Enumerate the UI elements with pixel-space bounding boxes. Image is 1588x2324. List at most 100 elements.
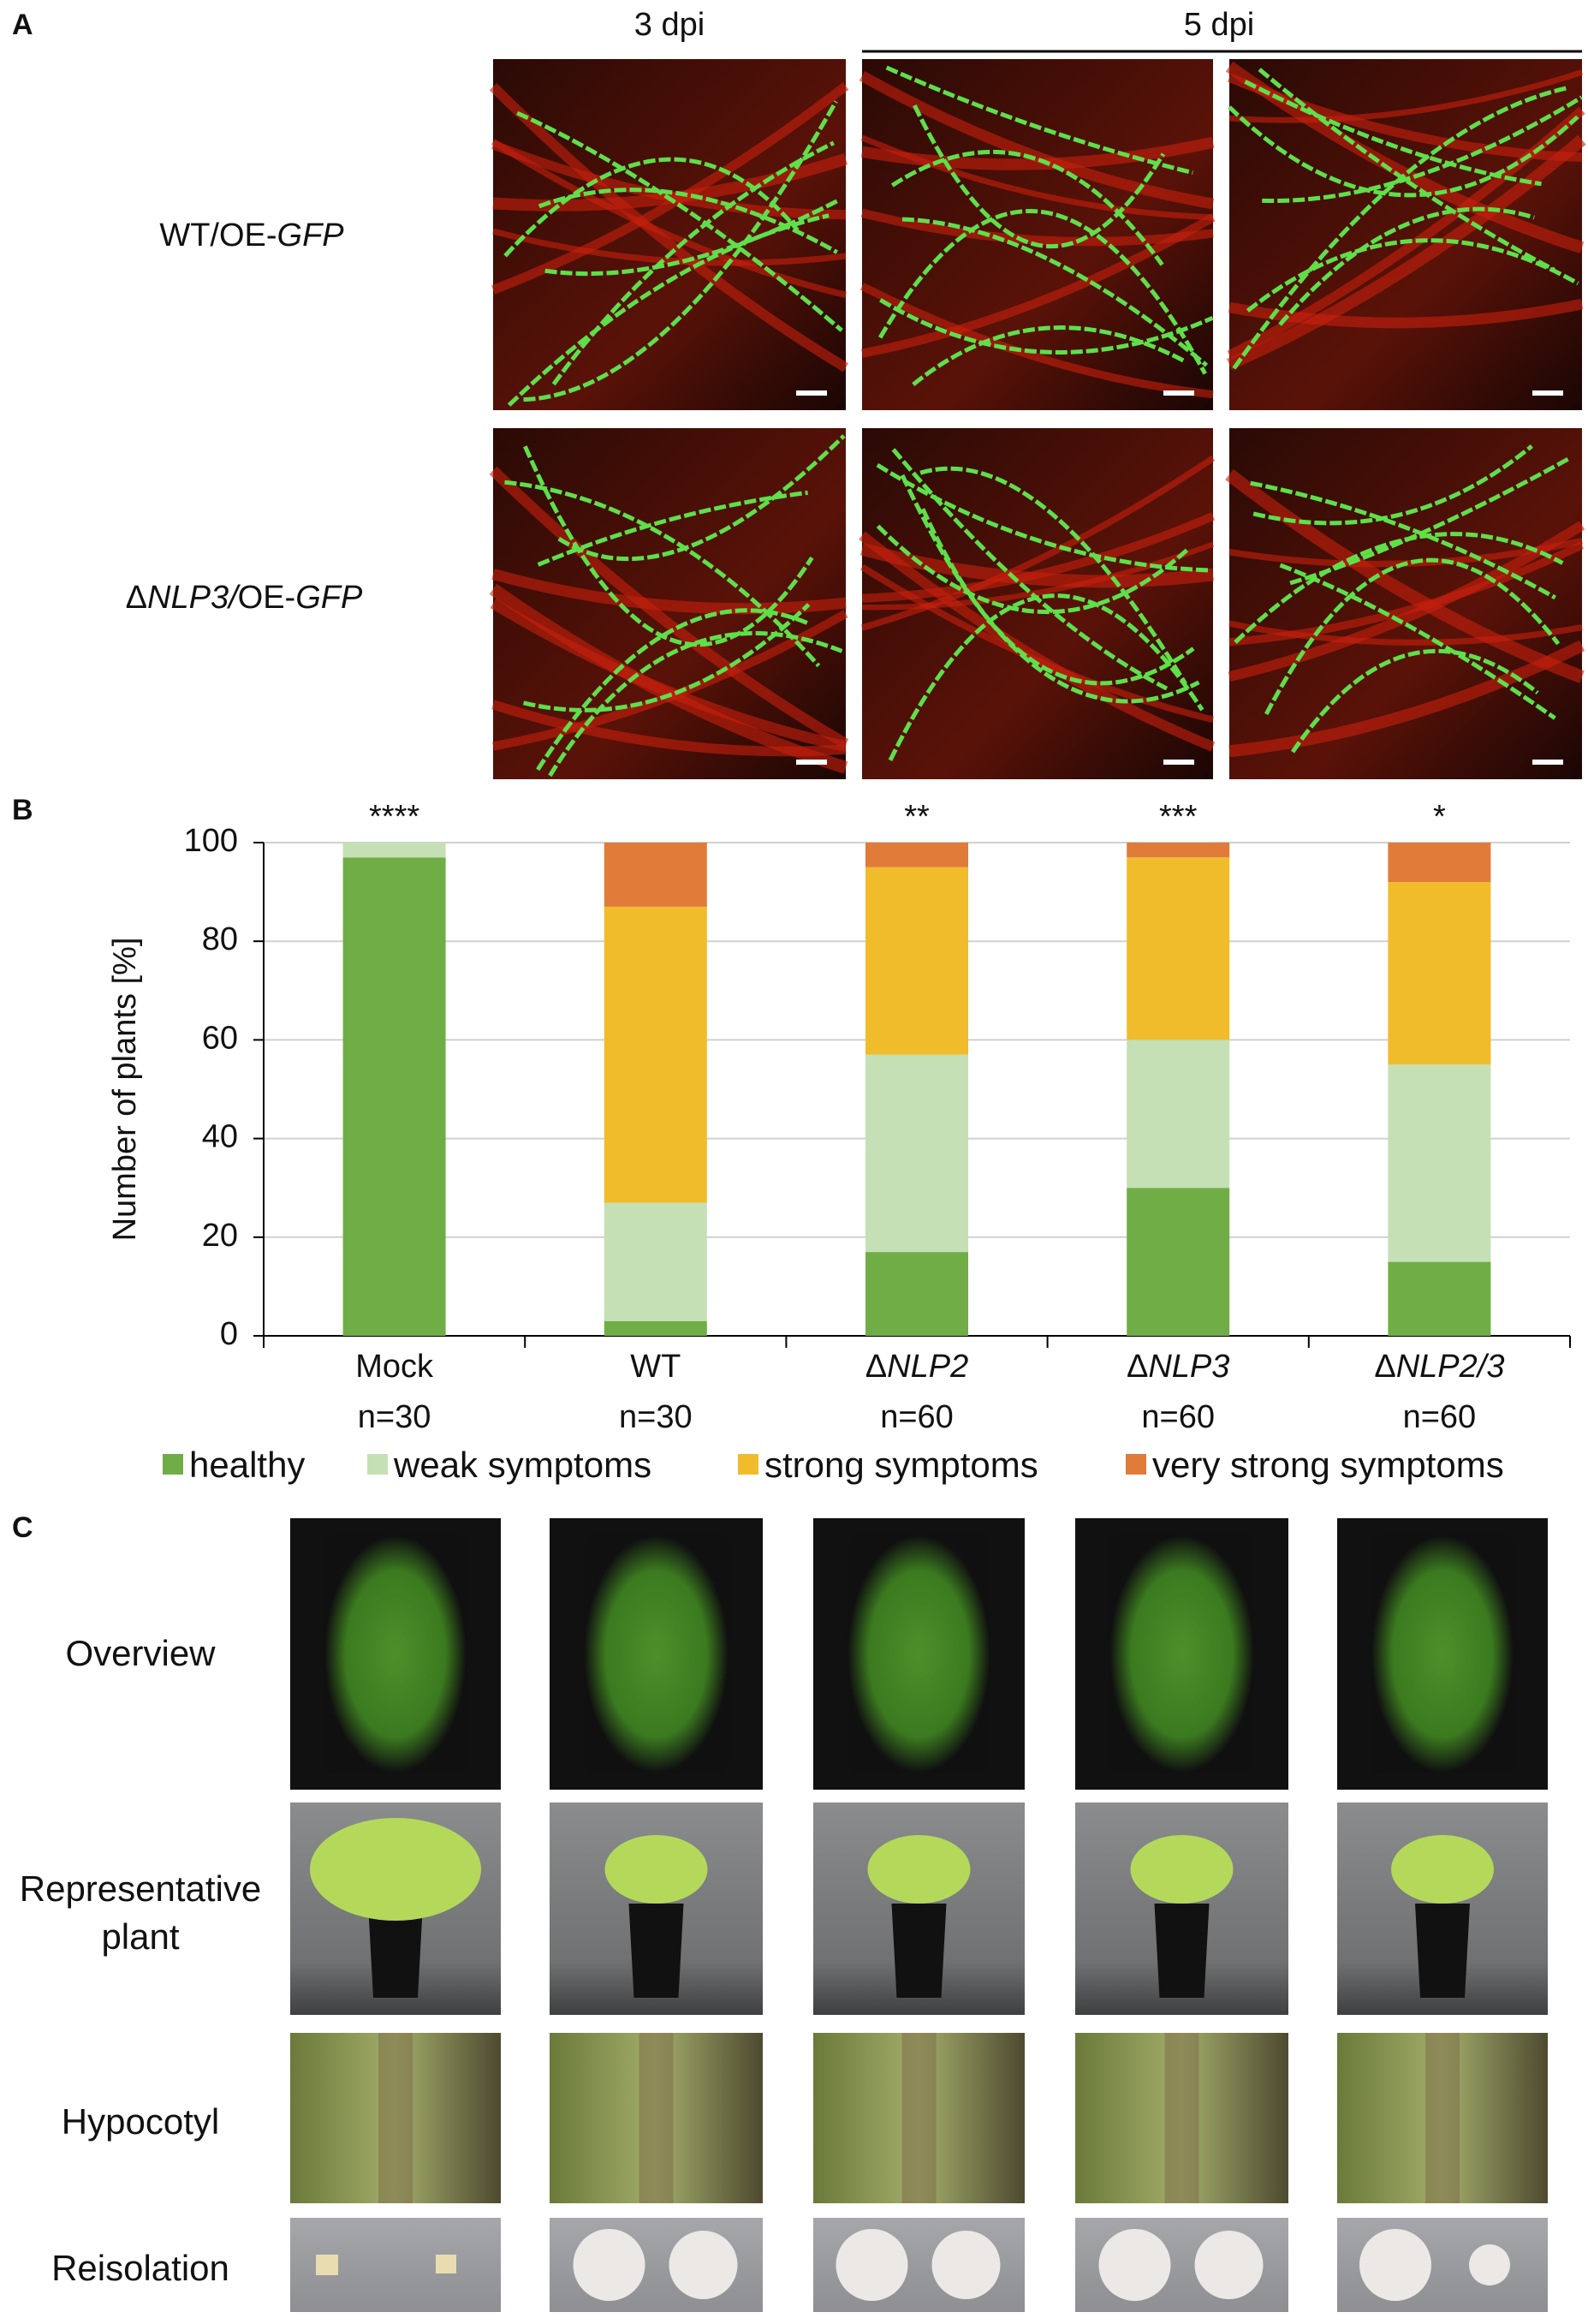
legend-swatch	[367, 1454, 388, 1475]
vascular-strip	[378, 2033, 413, 2203]
photo	[550, 2033, 763, 2203]
cell-wall	[860, 455, 1216, 631]
photo	[813, 2033, 1025, 2203]
hypha	[1290, 648, 1539, 754]
bar-segment	[604, 1320, 707, 1336]
plant-tray	[324, 1535, 467, 1773]
row-label: WT/OE-GFP	[159, 218, 344, 253]
y-tick-label: 0	[220, 1316, 238, 1352]
hypha	[557, 434, 846, 562]
hypha	[537, 490, 808, 567]
colony	[573, 2229, 645, 2301]
photo	[550, 2218, 763, 2312]
cell-wall	[861, 213, 1216, 358]
hypha	[1262, 95, 1583, 204]
hypha	[876, 524, 1190, 615]
legend-label: weak symptoms	[393, 1445, 651, 1485]
x-tick-label: Mock	[355, 1349, 434, 1385]
hypha	[544, 198, 840, 277]
hypha	[522, 603, 811, 712]
colony	[1098, 2229, 1171, 2301]
column-header: 3 dpi	[634, 7, 705, 43]
significance: ***	[1159, 799, 1198, 835]
hypha	[879, 298, 1214, 355]
bar-segment	[604, 843, 707, 907]
plant	[1130, 1835, 1234, 1904]
bar-segment	[604, 1202, 707, 1321]
sample-size: n=30	[619, 1399, 693, 1435]
photo	[550, 1803, 763, 2015]
cell-wall	[492, 228, 847, 266]
sample-size: n=60	[1403, 1399, 1477, 1435]
bar-segment	[1388, 1064, 1491, 1262]
photo	[550, 1518, 763, 1790]
hypha	[901, 217, 1209, 367]
colony	[1194, 2231, 1264, 2299]
micrograph	[859, 59, 1216, 410]
panel-letter: B	[12, 794, 33, 826]
bar-segment	[1127, 843, 1230, 858]
hypha	[1234, 532, 1564, 644]
cell-wall	[1228, 541, 1584, 647]
sample-size: n=60	[1141, 1399, 1215, 1435]
bar-segment	[865, 1252, 968, 1336]
pot	[628, 1904, 684, 1998]
text-segment: Δ	[865, 1349, 887, 1385]
text-segment: NLP2/3	[1396, 1349, 1505, 1385]
hypha	[504, 480, 821, 668]
significance: **	[904, 799, 930, 835]
colony	[1359, 2229, 1431, 2301]
legend-swatch	[1126, 1454, 1146, 1475]
colony	[1469, 2244, 1510, 2285]
hypha	[891, 448, 1169, 691]
hypha	[1252, 444, 1533, 526]
colony	[931, 2231, 1001, 2299]
hypha	[888, 593, 1204, 761]
bar-segment	[865, 843, 968, 867]
row-label: Overview	[65, 1633, 216, 1673]
hypha	[878, 209, 1207, 375]
bar-segment	[1127, 1188, 1230, 1336]
legend-label: healthy	[189, 1445, 305, 1485]
cell-wall	[859, 283, 1214, 399]
hypha	[885, 65, 1193, 176]
cell-wall	[860, 542, 1214, 588]
cell-wall	[489, 466, 849, 749]
hypha	[1258, 68, 1555, 272]
cell-wall	[859, 70, 1215, 210]
vascular-strip	[1425, 2033, 1460, 2203]
photo	[1075, 2033, 1288, 2203]
bar-segment	[1388, 882, 1491, 1065]
cell-wall	[1228, 640, 1585, 758]
significance: ****	[369, 799, 419, 835]
plant-tray	[1109, 1535, 1254, 1773]
hypha	[1278, 206, 1535, 326]
text-segment: GFP	[277, 218, 345, 253]
bar-segment	[342, 857, 446, 1336]
text-segment: NLP3	[1148, 1349, 1229, 1385]
plant-tray	[584, 1535, 729, 1773]
hypha	[551, 140, 835, 386]
hypha	[900, 474, 1200, 704]
vascular-strip	[639, 2033, 674, 2203]
hypha	[913, 104, 1166, 249]
cell-wall	[1227, 134, 1586, 371]
sample-size: n=30	[358, 1399, 431, 1435]
bar-segment	[865, 867, 968, 1055]
hypha	[890, 150, 1164, 266]
colony	[836, 2229, 908, 2301]
hypha	[548, 631, 843, 778]
cell-wall	[1225, 468, 1585, 683]
photo	[813, 2218, 1025, 2312]
hypha	[516, 110, 843, 332]
legend-swatch	[738, 1454, 758, 1475]
row-label: ΔNLP3/OE-GFP	[126, 580, 363, 616]
cell-wall	[491, 139, 847, 299]
photo	[290, 2033, 501, 2203]
cell-wall	[489, 82, 849, 372]
photo	[1337, 1803, 1548, 2015]
hypha	[523, 445, 814, 647]
panel-letter: A	[12, 9, 33, 41]
